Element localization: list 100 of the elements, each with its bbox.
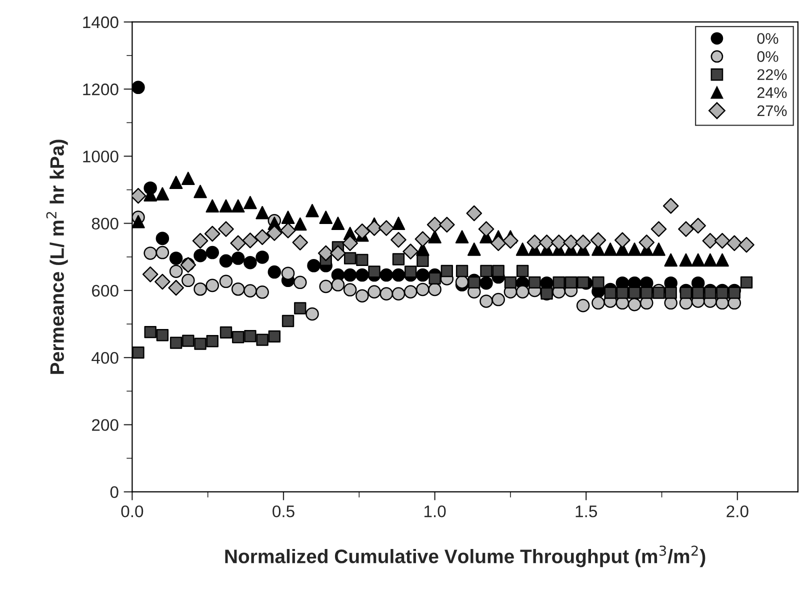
point [294, 302, 306, 314]
x-tick-label: 1.5 [576, 506, 597, 518]
legend-label: 27% [757, 105, 787, 116]
point [740, 276, 753, 289]
point [206, 246, 220, 260]
point [206, 278, 220, 292]
point [616, 286, 629, 299]
point [342, 235, 358, 252]
point [538, 234, 555, 250]
y-tick-label: 400 [92, 352, 118, 364]
point [219, 254, 233, 268]
point [256, 250, 269, 264]
point [306, 307, 319, 321]
point [528, 276, 541, 289]
point [716, 286, 728, 299]
point [564, 276, 578, 289]
point [182, 172, 195, 186]
point [168, 280, 184, 296]
point [192, 232, 208, 249]
point [242, 232, 258, 248]
point [132, 215, 145, 228]
point [390, 232, 406, 248]
point [331, 278, 345, 292]
point [428, 230, 442, 244]
x-tick-label: 2.0 [726, 505, 748, 518]
legend-label: 0% [757, 51, 778, 62]
point [455, 230, 469, 244]
point [650, 221, 667, 237]
point [256, 286, 269, 299]
point [206, 335, 218, 348]
point [416, 282, 430, 296]
point [704, 253, 717, 267]
point [455, 275, 469, 289]
point [281, 266, 295, 280]
point [426, 216, 443, 233]
point [154, 274, 170, 290]
point [194, 248, 207, 262]
point [428, 282, 442, 296]
point [380, 287, 394, 300]
point [480, 294, 493, 308]
point [490, 235, 506, 252]
point [575, 234, 591, 250]
point [368, 266, 380, 278]
point [652, 286, 665, 299]
point [504, 276, 517, 289]
x-axis-title: Normalized Cumulative Volume Throughput (m$^{3}$/m$^{2}$) [225, 546, 706, 568]
point [392, 253, 405, 266]
point [231, 252, 245, 265]
point [664, 286, 677, 299]
point [438, 216, 455, 233]
legend-label: 24% [757, 87, 787, 98]
point [220, 326, 232, 339]
point [307, 258, 320, 272]
point [516, 285, 530, 298]
point [169, 252, 183, 265]
point [628, 242, 642, 256]
point [592, 276, 604, 289]
y-tick-label: 600 [92, 284, 118, 297]
y-tick-label: 1200 [83, 84, 118, 96]
point [231, 199, 245, 213]
point [652, 242, 666, 256]
y-tick-label: 800 [92, 218, 118, 230]
point [156, 232, 170, 246]
point [306, 204, 319, 218]
point [254, 229, 270, 246]
point [468, 276, 480, 289]
point [592, 296, 605, 310]
point [319, 210, 332, 224]
point [142, 266, 158, 282]
point [716, 253, 729, 267]
point [194, 184, 207, 198]
point [714, 232, 730, 249]
x-tick-label: 0.0 [121, 505, 144, 518]
point [392, 268, 406, 282]
point [244, 330, 256, 342]
point [628, 298, 642, 312]
point [702, 232, 718, 249]
point [268, 330, 281, 343]
point [662, 198, 679, 214]
point [628, 286, 641, 299]
point [330, 245, 346, 262]
x-tick-label: 1.0 [424, 505, 446, 518]
legend-label: 22% [757, 69, 787, 80]
point [244, 196, 257, 210]
point [356, 268, 369, 282]
point [293, 217, 307, 231]
x-tick-label: 0.5 [272, 505, 294, 518]
point [194, 282, 207, 296]
point [392, 216, 406, 230]
point [244, 256, 257, 270]
point [492, 292, 505, 306]
point [604, 286, 616, 299]
point [604, 242, 617, 256]
point [480, 276, 493, 290]
point [144, 326, 156, 338]
point [256, 334, 268, 346]
point [343, 268, 357, 282]
point [404, 266, 417, 278]
point [230, 235, 246, 252]
point [378, 220, 394, 236]
